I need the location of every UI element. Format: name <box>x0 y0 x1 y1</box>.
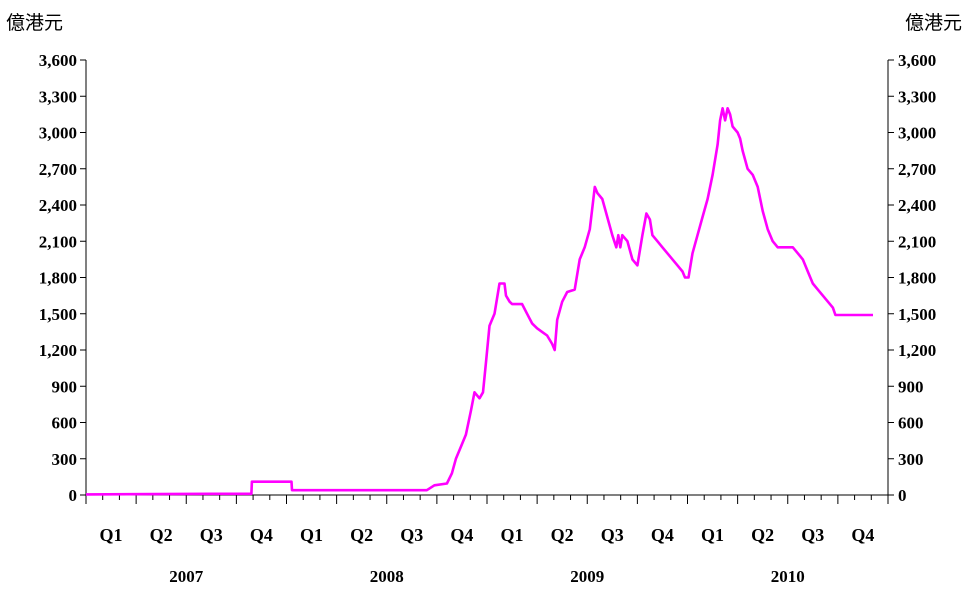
quarter-label: Q4 <box>651 525 674 545</box>
quarter-label: Q4 <box>851 525 874 545</box>
y-tick-label-right: 2,700 <box>898 160 936 179</box>
y-tick-label-left: 1,800 <box>39 269 77 288</box>
year-label: 2008 <box>370 567 404 586</box>
y-tick-label-left: 1,200 <box>39 341 77 360</box>
y-tick-label-left: 2,100 <box>39 232 77 251</box>
y-tick-label-right: 300 <box>898 450 924 469</box>
quarter-label: Q4 <box>450 525 473 545</box>
quarter-label: Q3 <box>400 525 423 545</box>
year-label: 2009 <box>570 567 604 586</box>
y-tick-label-left: 1,500 <box>39 305 77 324</box>
quarter-label: Q1 <box>100 525 123 545</box>
chart-labels: 0 0 300 300 600 600 900 900 1,200 1,200 1,500 1,500… <box>39 51 937 586</box>
chart-axes <box>85 60 889 496</box>
y-tick-label-left: 0 <box>69 486 78 505</box>
quarter-label: Q1 <box>701 525 724 545</box>
y-tick-label-left: 3,000 <box>39 124 77 143</box>
quarter-label: Q2 <box>150 525 173 545</box>
quarter-label: Q3 <box>200 525 223 545</box>
y-tick-label-left: 900 <box>52 377 78 396</box>
quarter-label: Q3 <box>601 525 624 545</box>
quarter-label: Q2 <box>350 525 373 545</box>
y-tick-label-left: 2,700 <box>39 160 77 179</box>
y-tick-label-right: 1,500 <box>898 305 936 324</box>
y-tick-label-right: 1,800 <box>898 269 936 288</box>
chart-series <box>85 107 873 496</box>
quarter-label: Q2 <box>551 525 574 545</box>
quarter-label: Q4 <box>250 525 273 545</box>
y-tick-label-right: 2,400 <box>898 196 936 215</box>
y-tick-label-left: 3,600 <box>39 51 77 70</box>
y-tick-label-right: 2,100 <box>898 232 936 251</box>
unit-label-left: 億港元 <box>6 12 64 34</box>
quarter-label: Q1 <box>300 525 323 545</box>
series-line <box>85 107 873 496</box>
y-tick-label-right: 3,000 <box>898 124 936 143</box>
chart-ticks <box>80 59 894 504</box>
y-tick-label-right: 900 <box>898 377 924 396</box>
y-tick-label-right: 1,200 <box>898 341 936 360</box>
quarter-label: Q3 <box>801 525 824 545</box>
year-label: 2010 <box>771 567 805 586</box>
year-label: 2007 <box>169 567 204 586</box>
y-tick-label-left: 600 <box>52 414 78 433</box>
quarter-label: Q1 <box>501 525 524 545</box>
y-tick-label-left: 300 <box>52 450 78 469</box>
y-tick-label-left: 2,400 <box>39 196 77 215</box>
y-tick-label-left: 3,300 <box>39 87 77 106</box>
y-tick-label-right: 600 <box>898 414 924 433</box>
unit-label-right: 億港元 <box>904 12 962 34</box>
y-tick-label-right: 0 <box>898 486 907 505</box>
y-tick-label-right: 3,300 <box>898 87 936 106</box>
quarter-label: Q2 <box>751 525 774 545</box>
y-tick-label-right: 3,600 <box>898 51 936 70</box>
